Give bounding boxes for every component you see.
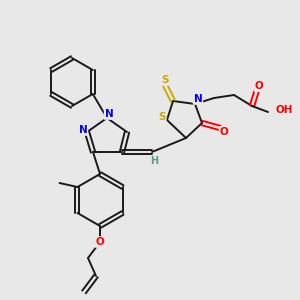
Text: N: N — [79, 125, 87, 135]
Text: O: O — [220, 127, 228, 137]
Text: S: S — [161, 75, 169, 85]
Text: N: N — [105, 109, 113, 119]
Text: OH: OH — [276, 105, 293, 115]
Text: N: N — [194, 94, 202, 104]
Text: S: S — [158, 112, 166, 122]
Text: O: O — [255, 81, 263, 91]
Text: O: O — [96, 237, 104, 247]
Text: H: H — [150, 156, 158, 166]
